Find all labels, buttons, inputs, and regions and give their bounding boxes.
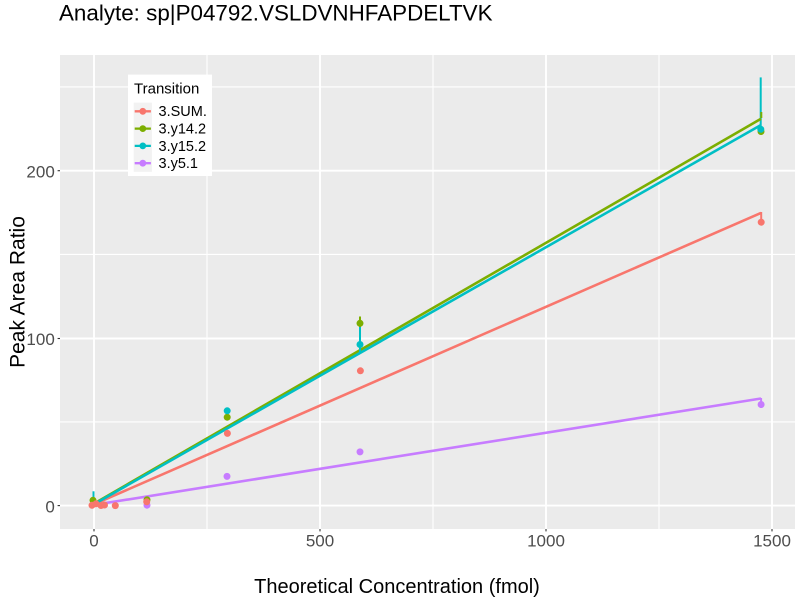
svg-text:3.y15.2: 3.y15.2 [159,139,207,155]
svg-text:100: 100 [26,330,54,349]
svg-text:3.y5.1: 3.y5.1 [159,156,199,172]
svg-text:Theoretical Concentration (fmo: Theoretical Concentration (fmol) [254,576,540,598]
svg-text:Analyte: sp|P04792.VSLDVNHFAPD: Analyte: sp|P04792.VSLDVNHFAPDELTVK [59,1,493,26]
svg-text:3.y14.2: 3.y14.2 [159,122,207,138]
svg-text:Transition: Transition [134,81,199,98]
svg-text:0: 0 [45,497,54,516]
svg-text:1500: 1500 [753,532,791,551]
svg-text:200: 200 [26,162,54,181]
svg-text:Peak Area Ratio: Peak Area Ratio [7,216,30,368]
svg-text:1000: 1000 [527,532,565,551]
svg-text:3.SUM.: 3.SUM. [159,104,207,120]
svg-text:0: 0 [89,532,98,551]
svg-text:500: 500 [306,532,334,551]
